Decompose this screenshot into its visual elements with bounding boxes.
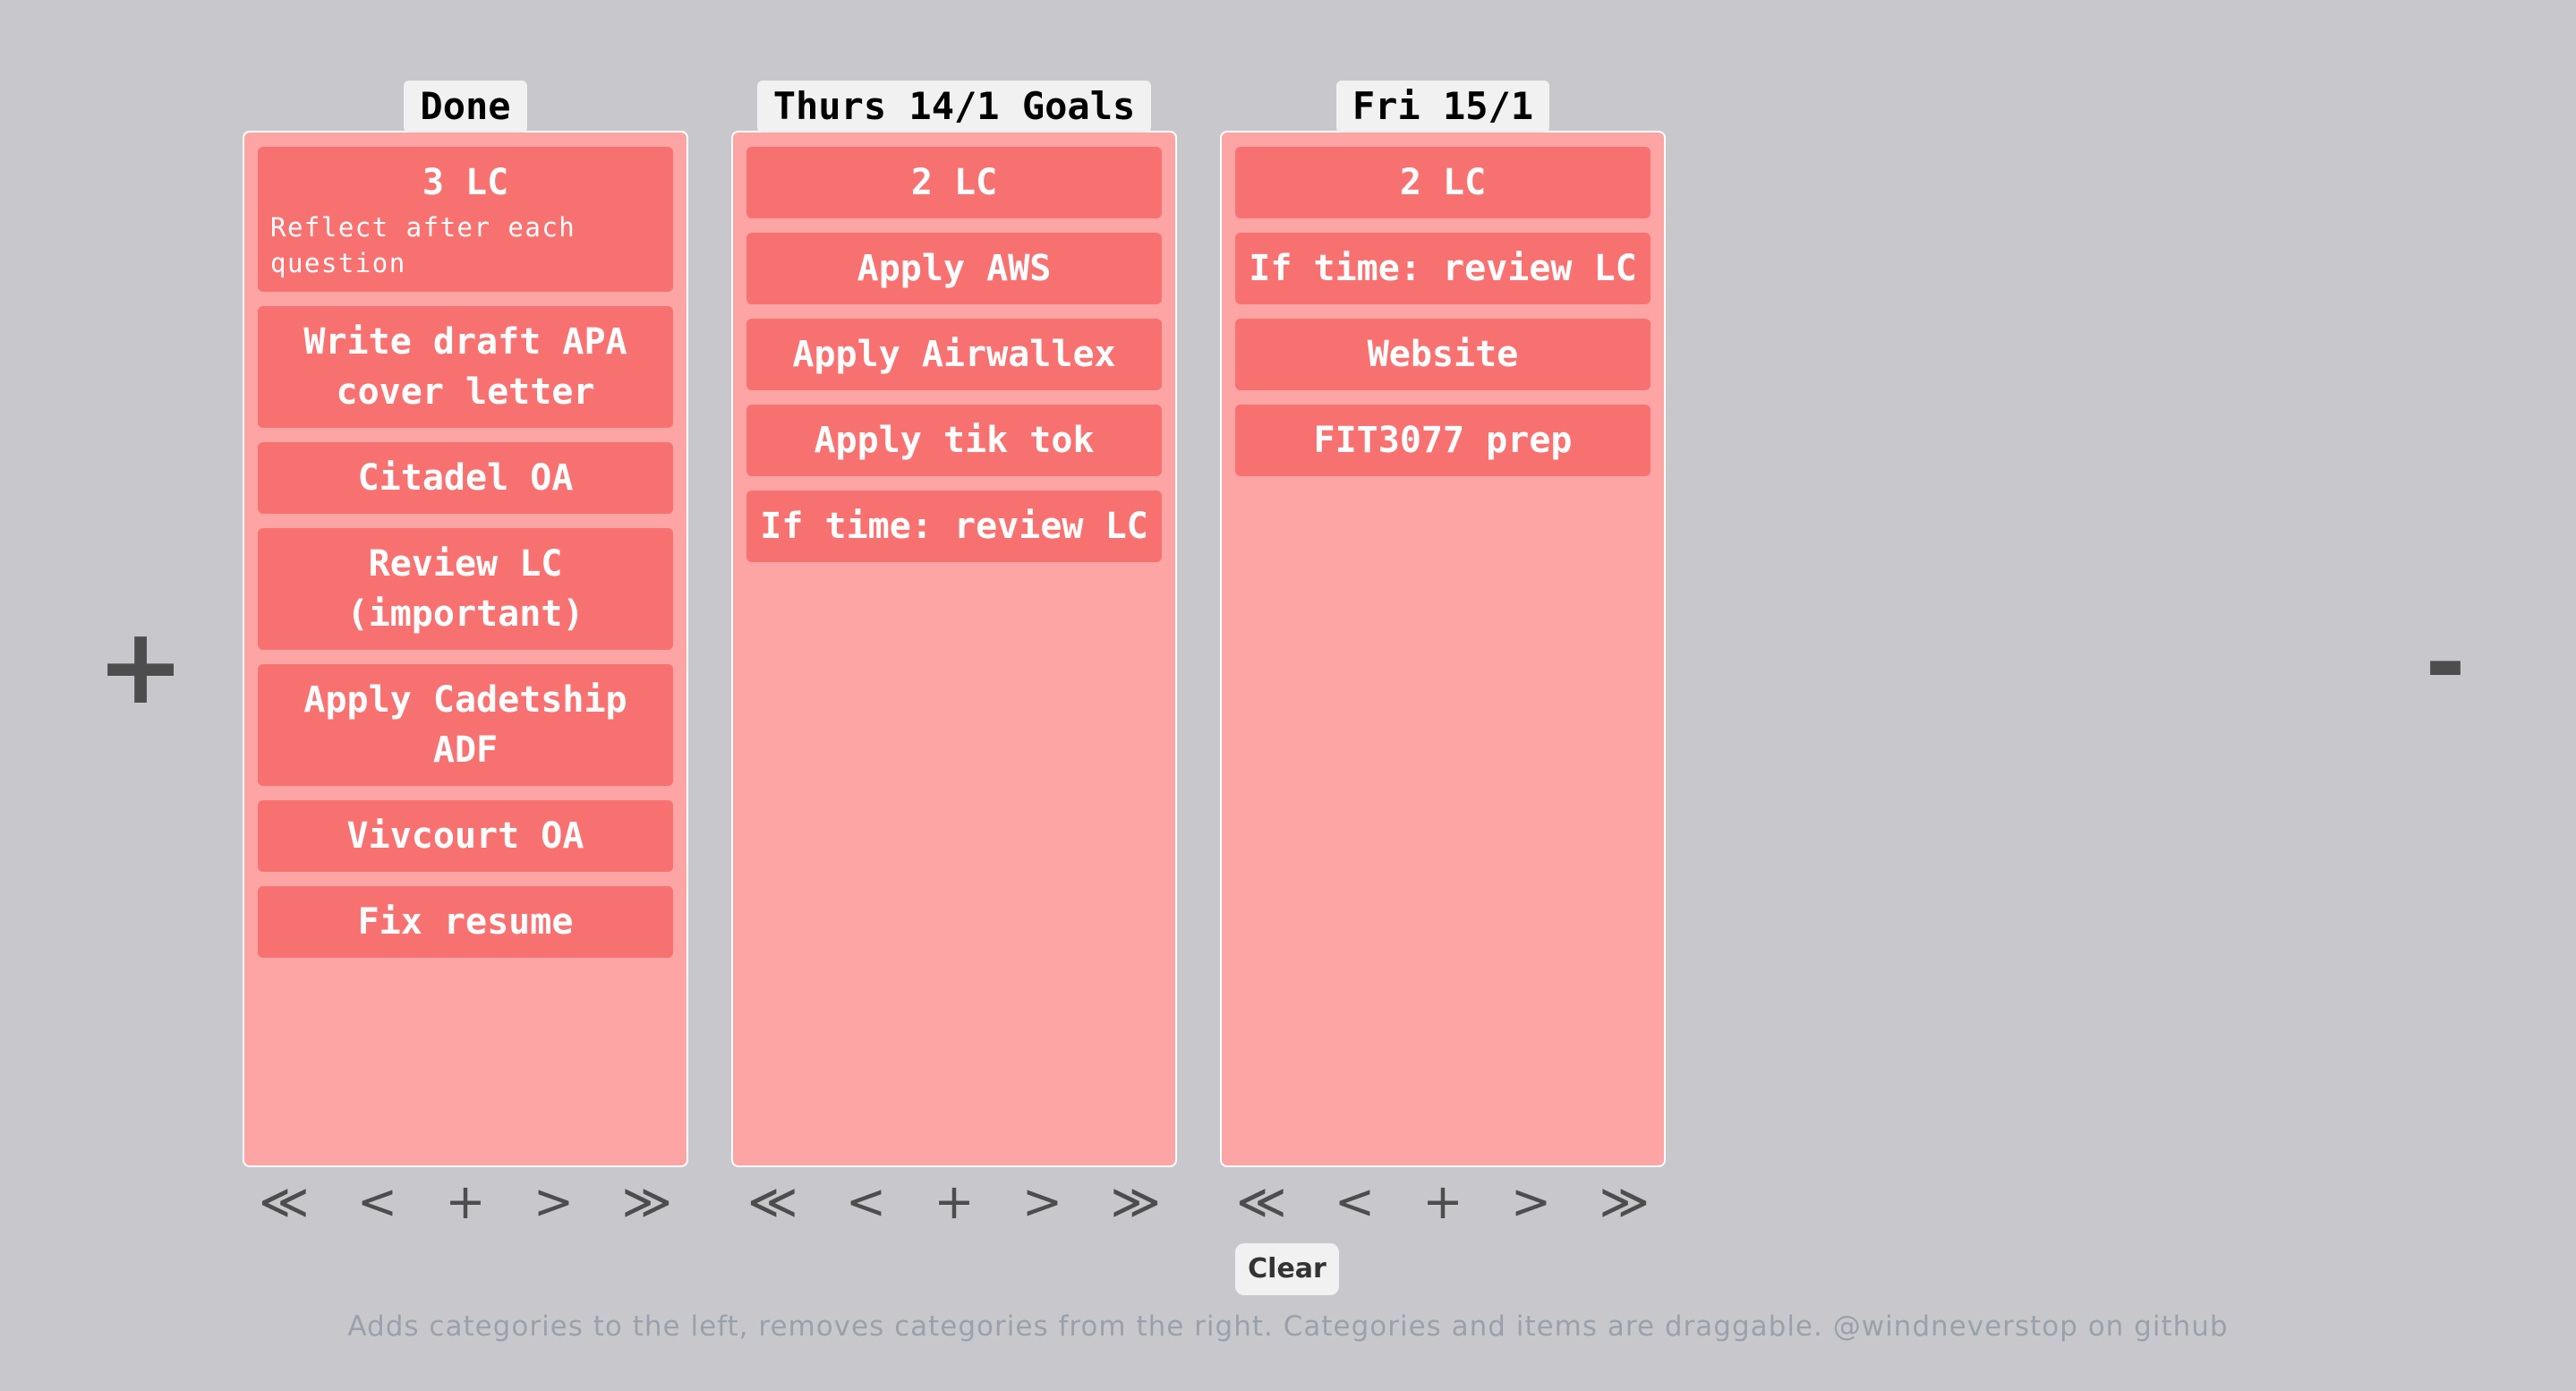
remove-category-button[interactable]: - (2425, 605, 2466, 720)
task-item-title: Apply tik tok (814, 420, 1095, 461)
task-item[interactable]: Apply AWS (746, 233, 1162, 304)
category-nav: ≪ < + > ≫ (1236, 1174, 1650, 1230)
move-first-button[interactable]: ≪ (259, 1173, 310, 1230)
add-item-button[interactable]: + (445, 1173, 486, 1230)
task-item[interactable]: FIT3077 prep (1235, 405, 1651, 476)
task-item-note: Reflect after each question (270, 212, 576, 278)
category-item-list: 3 LC Reflect after each question Write d… (243, 131, 688, 1167)
task-item-title: 3 LC (422, 162, 509, 203)
category-column[interactable]: Thurs 14/1 Goals 2 LC Apply AWS Apply Ai… (730, 81, 1178, 1230)
add-category-button[interactable]: + (96, 604, 185, 728)
task-item[interactable]: Apply Cadetship ADF (258, 664, 673, 786)
category-item-list: 2 LC If time: review LC Website FIT3077 … (1220, 131, 1666, 1167)
category-nav: ≪ < + > ≫ (747, 1174, 1161, 1230)
task-item[interactable]: If time: review LC (746, 491, 1162, 562)
task-item[interactable]: If time: review LC (1235, 233, 1651, 304)
task-item[interactable]: Vivcourt OA (258, 800, 673, 872)
move-prev-button[interactable]: < (1334, 1173, 1376, 1230)
task-item-title: Fix resume (357, 901, 574, 943)
task-item[interactable]: 2 LC (1235, 147, 1651, 218)
move-first-button[interactable]: ≪ (747, 1173, 798, 1230)
task-item[interactable]: Review LC (important) (258, 528, 673, 650)
move-next-button[interactable]: > (1021, 1173, 1063, 1230)
task-item[interactable]: Fix resume (258, 886, 673, 958)
task-item[interactable]: 2 LC (746, 147, 1162, 218)
category-column[interactable]: Done 3 LC Reflect after each question Wr… (242, 81, 689, 1230)
task-item-title: Citadel OA (357, 457, 574, 499)
task-item[interactable]: Website (1235, 319, 1651, 390)
move-last-button[interactable]: ≫ (621, 1173, 672, 1230)
move-first-button[interactable]: ≪ (1236, 1173, 1287, 1230)
task-item-title: If time: review LC (760, 506, 1148, 547)
category-title[interactable]: Fri 15/1 (1335, 81, 1550, 132)
task-item-title: Website (1367, 334, 1519, 375)
add-item-button[interactable]: + (1422, 1173, 1463, 1230)
task-item[interactable]: Citadel OA (258, 442, 673, 514)
move-prev-button[interactable]: < (356, 1173, 398, 1230)
move-last-button[interactable]: ≫ (1599, 1173, 1650, 1230)
task-item[interactable]: Write draft APA cover letter (258, 306, 673, 428)
footer-help-text: Adds categories to the left, removes cat… (347, 1310, 2229, 1343)
task-item-title: Write draft APA cover letter (303, 321, 627, 413)
task-item-title: 2 LC (910, 162, 998, 203)
task-item[interactable]: 3 LC Reflect after each question (258, 147, 673, 292)
category-title[interactable]: Done (404, 81, 527, 132)
move-next-button[interactable]: > (533, 1173, 575, 1230)
task-item-title: 2 LC (1399, 162, 1487, 203)
task-item-title: Apply Cadetship ADF (303, 679, 627, 771)
move-last-button[interactable]: ≫ (1110, 1173, 1161, 1230)
category-title[interactable]: Thurs 14/1 Goals (756, 81, 1152, 132)
clear-button[interactable]: Clear (1235, 1243, 1339, 1295)
task-item[interactable]: Apply Airwallex (746, 319, 1162, 390)
category-column[interactable]: Fri 15/1 2 LC If time: review LC Website… (1219, 81, 1667, 1230)
category-item-list: 2 LC Apply AWS Apply Airwallex Apply tik… (731, 131, 1177, 1167)
move-next-button[interactable]: > (1510, 1173, 1552, 1230)
move-prev-button[interactable]: < (845, 1173, 887, 1230)
category-nav: ≪ < + > ≫ (259, 1174, 672, 1230)
task-item-title: If time: review LC (1249, 248, 1637, 289)
task-item[interactable]: Apply tik tok (746, 405, 1162, 476)
task-item-title: Review LC (important) (346, 543, 584, 635)
task-item-title: Apply Airwallex (792, 334, 1116, 375)
add-item-button[interactable]: + (934, 1173, 975, 1230)
task-item-title: Apply AWS (857, 248, 1052, 289)
task-item-title: FIT3077 prep (1313, 420, 1573, 461)
task-item-title: Vivcourt OA (346, 815, 584, 857)
category-board: Done 3 LC Reflect after each question Wr… (242, 81, 1667, 1230)
